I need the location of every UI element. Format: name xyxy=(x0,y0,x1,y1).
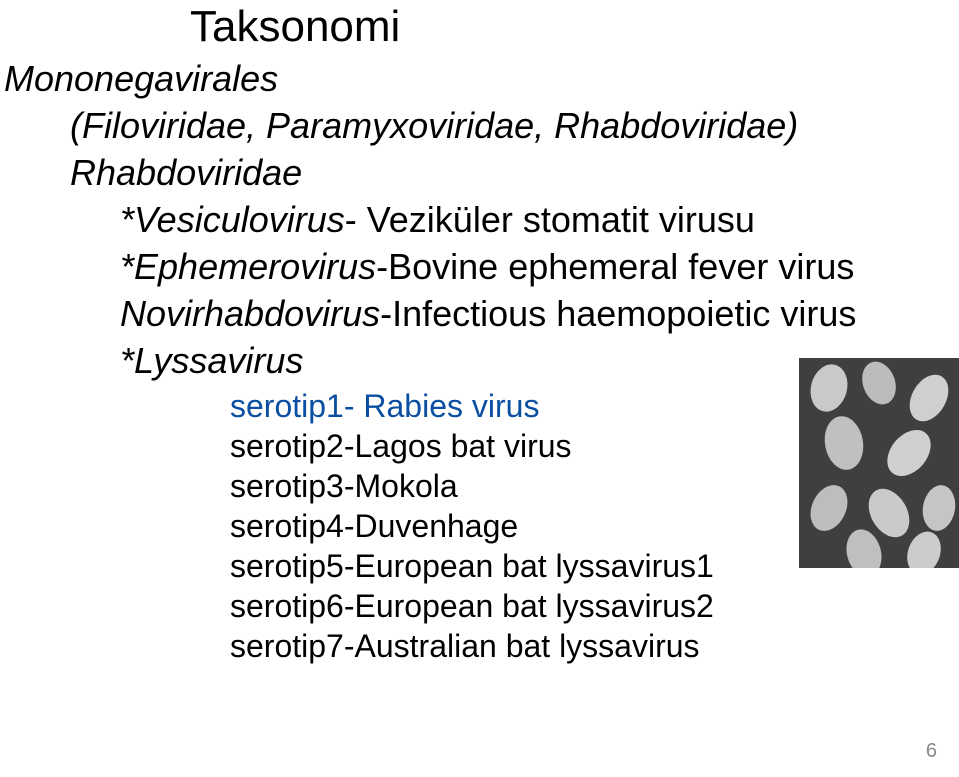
serotype-6: serotip6-European bat lyssavirus2 xyxy=(230,588,714,625)
families-paren: (Filoviridae, Paramyxoviridae, Rhabdovir… xyxy=(70,105,798,147)
serotype-3: serotip3-Mokola xyxy=(230,468,458,505)
genus-novirhabdovirus-desc: -Infectious haemopoietic virus xyxy=(380,293,856,334)
serotype-1: serotip1- Rabies virus xyxy=(230,388,539,425)
serotype-5: serotip5-European bat lyssavirus1 xyxy=(230,548,714,585)
slide-body: Taksonomi Mononegavirales (Filoviridae, … xyxy=(0,0,959,777)
genus-novirhabdovirus-name: Novirhabdovirus xyxy=(120,293,380,334)
electron-micrograph-image xyxy=(799,358,959,568)
order-line: Mononegavirales xyxy=(4,58,278,100)
genus-ephemerovirus-desc: -Bovine ephemeral fever virus xyxy=(376,246,854,287)
slide-title: Taksonomi xyxy=(190,2,400,52)
genus-novirhabdovirus: Novirhabdovirus-Infectious haemopoietic … xyxy=(120,293,856,335)
genus-vesiculovirus-name: *Vesiculovirus xyxy=(120,199,345,240)
genus-ephemerovirus: *Ephemerovirus-Bovine ephemeral fever vi… xyxy=(120,246,854,288)
genus-lyssavirus: *Lyssavirus xyxy=(120,340,303,382)
genus-vesiculovirus-desc: - Veziküler stomatit virusu xyxy=(345,199,755,240)
genus-vesiculovirus: *Vesiculovirus- Veziküler stomatit virus… xyxy=(120,199,755,241)
genus-ephemerovirus-name: *Ephemerovirus xyxy=(120,246,376,287)
page-number: 6 xyxy=(926,740,937,763)
family-line: Rhabdoviridae xyxy=(70,152,302,194)
serotype-2: serotip2-Lagos bat virus xyxy=(230,428,572,465)
serotype-4: serotip4-Duvenhage xyxy=(230,508,518,545)
serotype-7: serotip7-Australian bat lyssavirus xyxy=(230,628,700,665)
